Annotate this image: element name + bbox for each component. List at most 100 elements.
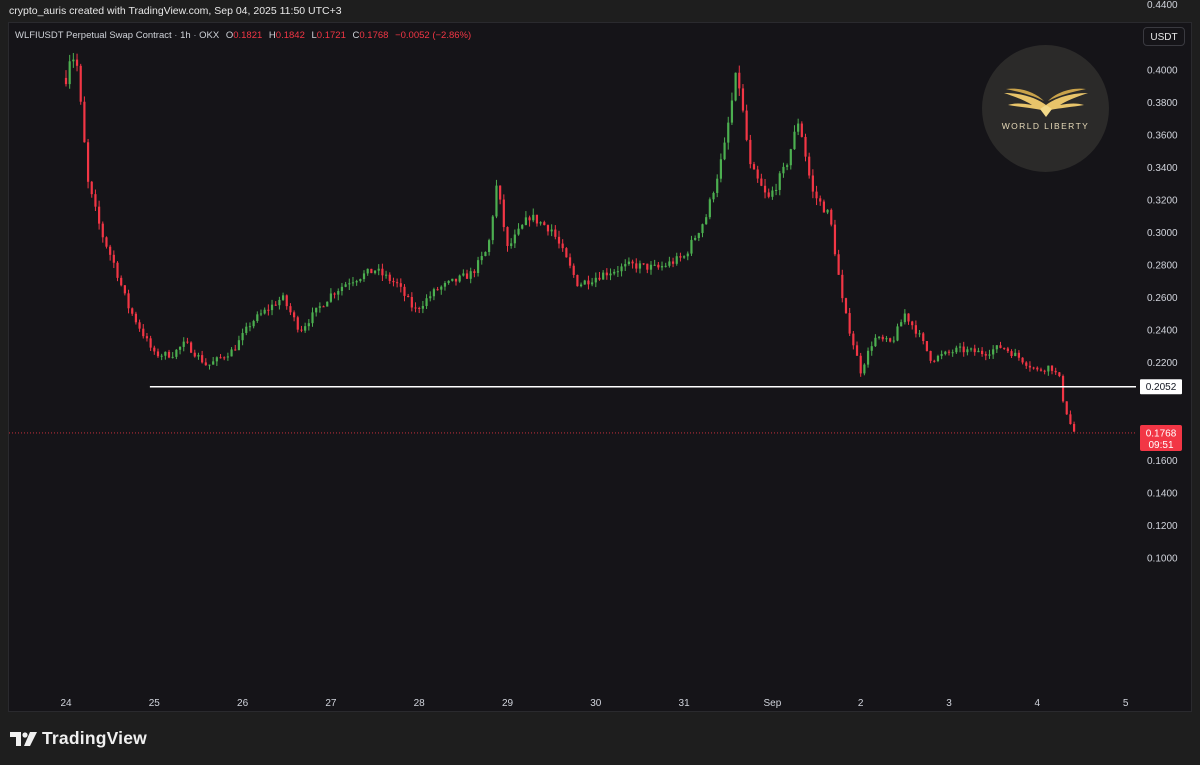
candle-body: [1058, 372, 1061, 377]
candle-body: [252, 321, 255, 327]
candle-body: [800, 123, 803, 137]
candle-body: [958, 346, 962, 348]
candle-body: [543, 222, 546, 226]
candle-body: [410, 297, 413, 308]
x-tick-label: 31: [679, 698, 691, 709]
candle-body: [226, 356, 229, 358]
candle-body: [149, 338, 152, 348]
time-axis[interactable]: 24 25 26 27 28 29 30 31 Sep 2 3 4 5: [60, 698, 1128, 709]
candle-body: [579, 284, 583, 287]
candle-body: [874, 337, 877, 347]
x-tick-label: 24: [60, 698, 72, 709]
candle-body: [576, 274, 579, 287]
candle-body: [495, 185, 498, 217]
candle-body: [903, 313, 906, 323]
y-tick-label: 0.2400: [1147, 326, 1178, 337]
candle-body: [929, 350, 932, 361]
candle-body: [1036, 367, 1039, 370]
candle-body: [727, 122, 730, 143]
candle-body: [204, 362, 207, 366]
candle-body: [602, 272, 605, 280]
support-price-tag: [1140, 379, 1182, 395]
candle-body: [760, 178, 763, 186]
footer-bar: [0, 713, 1200, 765]
candle-body: [322, 306, 325, 308]
candle-body: [591, 282, 594, 285]
candle-body: [289, 306, 292, 313]
y-tick-label: 0.3000: [1147, 228, 1178, 239]
candle-body: [488, 240, 491, 252]
candle-body: [182, 341, 185, 347]
symbol-legend: WLFIUSDT Perpetual Swap Contract · 1h · …: [15, 30, 472, 41]
y-tick-label: 0.3400: [1147, 163, 1178, 174]
candle-body: [797, 123, 800, 132]
candle-body: [532, 214, 535, 221]
watermark-brand-text: WORLD LIBERTY: [1001, 121, 1090, 131]
candle-body: [1021, 357, 1024, 363]
candle-body: [598, 277, 601, 280]
tradingview-logo-text: TradingView: [42, 728, 147, 748]
currency-button[interactable]: USDT: [1143, 27, 1185, 46]
candle-body: [786, 165, 789, 167]
candle-body: [153, 347, 156, 352]
candle-body: [270, 304, 274, 311]
x-tick-label: 5: [1123, 698, 1129, 709]
candle-body: [348, 283, 351, 285]
candle-body: [105, 237, 108, 247]
candle-body: [771, 190, 774, 197]
candle-body: [307, 323, 310, 327]
candle-body: [480, 256, 483, 261]
candle-body: [793, 131, 796, 150]
candle-body: [131, 308, 134, 314]
interval-label[interactable]: 1h: [180, 30, 191, 41]
candle-body: [855, 345, 859, 356]
candle-body: [311, 312, 314, 324]
tradingview-logo[interactable]: TradingView: [10, 728, 147, 749]
candle-body: [649, 264, 653, 270]
candle-body: [671, 261, 675, 264]
candle-body: [329, 293, 332, 302]
candle-body: [219, 357, 222, 359]
candle-body: [469, 271, 472, 279]
candle-body: [550, 229, 553, 232]
world-liberty-watermark: WORLD LIBERTY: [982, 45, 1109, 172]
candle-body: [68, 61, 71, 85]
candle-body: [1047, 365, 1050, 372]
candle-body: [866, 350, 870, 365]
candle-body: [212, 361, 215, 365]
candle-body: [992, 349, 995, 355]
candle-body: [885, 338, 888, 340]
candle-body: [752, 164, 756, 170]
candle-body: [852, 333, 855, 346]
symbol-name[interactable]: WLFIUSDT Perpetual Swap Contract: [15, 30, 172, 41]
y-tick-label: 0.3200: [1147, 195, 1178, 206]
candle-body: [734, 72, 737, 101]
candle-body: [476, 260, 480, 274]
candle-body: [237, 340, 241, 351]
price-axis[interactable]: 0.48000.46000.44000.42000.40000.38000.36…: [1147, 0, 1178, 564]
candle-body: [955, 347, 958, 353]
candle-body: [234, 349, 237, 351]
candle-body: [101, 223, 104, 238]
y-tick-label: 0.4400: [1147, 0, 1178, 11]
candle-body: [705, 217, 708, 225]
eagle-icon: [1004, 88, 1088, 117]
candle-body: [933, 360, 936, 362]
candle-body: [510, 243, 513, 247]
candle-body: [90, 181, 93, 195]
candle-body: [719, 159, 722, 179]
candle-body: [499, 185, 502, 200]
candle-body: [458, 275, 461, 282]
candle-body: [138, 322, 141, 329]
candle-body: [1061, 376, 1065, 402]
y-tick-label: 0.1200: [1147, 521, 1178, 532]
candle-body: [528, 217, 531, 221]
candle-body: [907, 313, 910, 322]
attribution-bar: crypto_auris created with TradingView.co…: [0, 0, 1200, 22]
candle-body: [925, 341, 929, 351]
open-key: O: [225, 30, 234, 41]
candle-body: [370, 268, 373, 274]
candle-body: [922, 333, 925, 342]
candle-body: [642, 263, 645, 265]
